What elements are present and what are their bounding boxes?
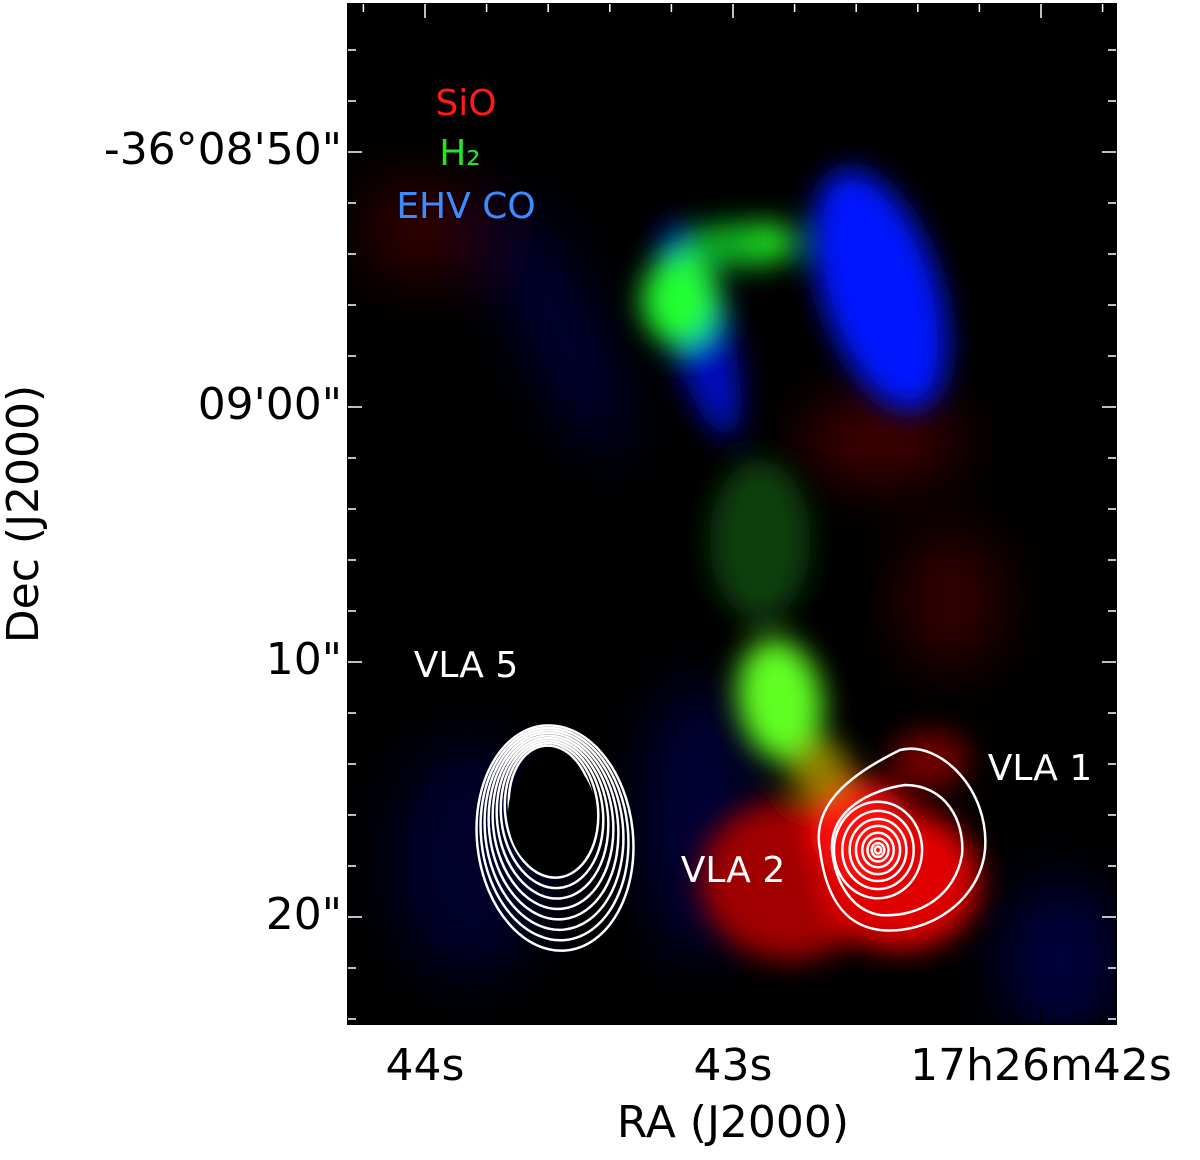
contour	[479, 726, 630, 942]
contour	[841, 809, 915, 891]
x-tick-label: 17h26m42s	[910, 1040, 1172, 1091]
contour	[475, 724, 635, 952]
contour	[495, 736, 610, 900]
contour	[848, 817, 908, 883]
frame	[347, 3, 1117, 1025]
y-tick-label: -36°08'50"	[104, 124, 342, 175]
contour	[483, 729, 625, 932]
contour	[491, 734, 615, 911]
contour	[873, 845, 883, 855]
image	[348, 4, 1116, 1024]
annotation: VLA 1	[988, 748, 1092, 789]
contour	[499, 739, 605, 890]
contour	[861, 831, 895, 869]
contours	[475, 724, 987, 952]
contour	[866, 837, 890, 863]
contour	[830, 783, 964, 917]
x-tick-label: 44s	[386, 1040, 465, 1091]
legend-entry: H₂	[439, 133, 481, 174]
ticks	[348, 4, 1116, 1024]
y-tick-label: 09'00"	[198, 379, 342, 430]
contour-fill	[508, 757, 596, 873]
y-axis-label: Dec (J2000)	[0, 385, 49, 643]
annotation: VLA 2	[681, 850, 785, 891]
contour	[854, 824, 902, 876]
contour	[870, 841, 886, 859]
annotation: VLA 5	[414, 645, 518, 686]
y-tick-label: 20"	[266, 889, 342, 940]
contour	[487, 731, 620, 921]
contour	[832, 800, 924, 900]
x-axis-label: RA (J2000)	[617, 1097, 849, 1148]
contour	[817, 747, 987, 932]
contour	[503, 741, 600, 879]
legend-entry: SiO	[435, 83, 496, 124]
x-tick-label: 43s	[694, 1040, 773, 1091]
legend-entry: EHV CO	[396, 186, 535, 227]
y-tick-label: 10"	[266, 634, 342, 685]
